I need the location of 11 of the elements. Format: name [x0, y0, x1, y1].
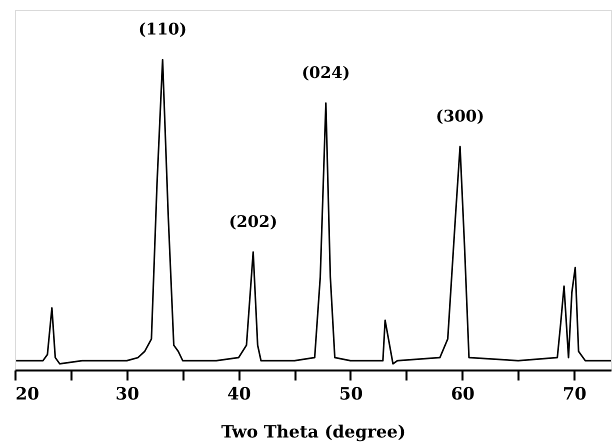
annotation: (024) [302, 63, 350, 82]
x-tick-label: 30 [115, 384, 140, 404]
annotation: (110) [138, 20, 187, 39]
annotation: (202) [228, 212, 278, 232]
annotation: (300) [436, 106, 484, 126]
x-tick-label: 50 [339, 384, 363, 404]
x-tick-label: 20 [16, 384, 40, 404]
x-tick-label: 70 [562, 384, 587, 404]
x-axis-title: Two Theta (degree) [221, 422, 406, 442]
x-tick-label: 40 [227, 384, 252, 404]
x-tick-label: 60 [450, 384, 475, 404]
